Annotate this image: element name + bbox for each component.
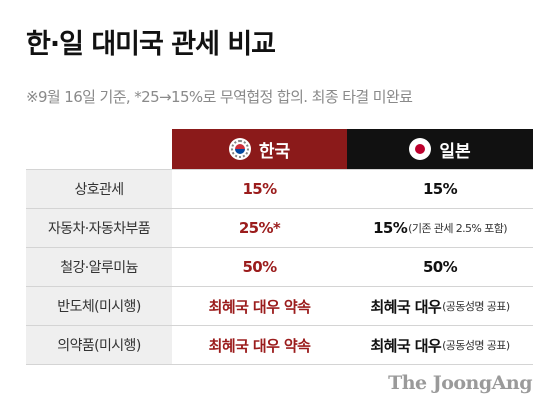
row-label: 자동차·자동차부품: [26, 209, 172, 247]
japan-note: (기존 관세 2.5% 포함): [408, 222, 507, 235]
header-korea: 한국: [172, 129, 347, 169]
header-korea-label: 한국: [258, 141, 291, 162]
page-title: 한·일 대미국 관세 비교: [26, 29, 276, 60]
japan-flag-icon: [409, 138, 432, 160]
japan-value: 50%: [422, 258, 458, 276]
table-row: 자동차·자동차부품 25%* 15% (기존 관세 2.5% 포함): [26, 208, 533, 247]
japan-value: 15%: [373, 219, 408, 237]
korea-value: 50%: [242, 258, 277, 276]
japan-cell: 50%: [347, 248, 533, 286]
korea-flag-icon: [228, 138, 251, 160]
korea-value: 25%*: [238, 219, 281, 237]
header-japan-label: 일본: [439, 141, 471, 162]
row-label: 철강·알루미늄: [26, 248, 172, 286]
japan-value: 최혜국 대우: [370, 336, 442, 355]
table-row: 철강·알루미늄 50% 50%: [26, 247, 533, 286]
tariff-table: 한국 일본 상호관세 15% 15% 자동차·자동차부품 25%* 15% (기존…: [26, 129, 533, 365]
japan-note: (공동성명 공표): [442, 300, 510, 313]
row-label: 상호관세: [26, 170, 172, 208]
row-label: 반도체(미시행): [26, 287, 172, 325]
header-japan: 일본: [347, 129, 533, 169]
table-row: 반도체(미시행) 최혜국 대우 약속 최혜국 대우 (공동성명 공표): [26, 286, 533, 325]
japan-cell: 15% (기존 관세 2.5% 포함): [347, 209, 533, 247]
japan-note: (공동성명 공표): [442, 339, 510, 352]
publisher-logo: The JoongAng: [388, 372, 532, 394]
japan-value: 15%: [422, 180, 458, 198]
footnote: ※9월 16일 기준, *25→15%로 무역협정 합의. 최종 타결 미완료: [26, 88, 413, 106]
korea-value: 최혜국 대우 약속: [208, 297, 311, 316]
header-empty-cell: [26, 129, 172, 169]
japan-value: 최혜국 대우: [370, 297, 442, 316]
table-row: 의약품(미시행) 최혜국 대우 약속 최혜국 대우 (공동성명 공표): [26, 325, 533, 365]
row-label: 의약품(미시행): [26, 326, 172, 364]
korea-value: 최혜국 대우 약속: [208, 336, 311, 355]
header-row: 한국 일본: [26, 129, 533, 169]
table-row: 상호관세 15% 15%: [26, 169, 533, 208]
korea-value: 15%: [242, 180, 277, 198]
japan-cell: 15%: [347, 170, 533, 208]
japan-cell: 최혜국 대우 (공동성명 공표): [347, 326, 533, 364]
japan-cell: 최혜국 대우 (공동성명 공표): [347, 287, 533, 325]
